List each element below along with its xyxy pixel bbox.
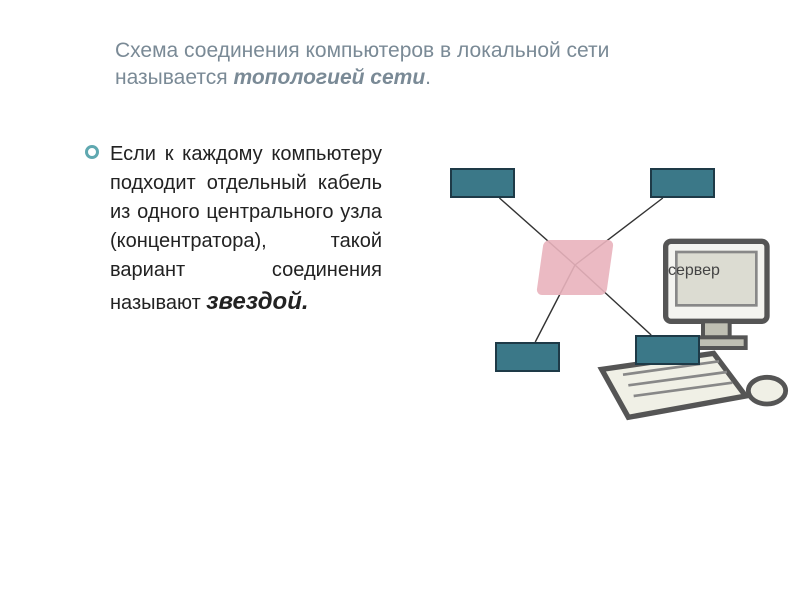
client-node bbox=[495, 342, 560, 372]
client-node bbox=[650, 168, 715, 198]
star-topology-diagram: сервер bbox=[420, 150, 750, 390]
body-paragraph: Если к каждому компьютеру подходит отдел… bbox=[110, 140, 382, 320]
slide-title: Схема соединения компьютеров в локальной… bbox=[115, 38, 685, 92]
server-node bbox=[530, 220, 620, 310]
server-label: сервер bbox=[668, 262, 720, 280]
slide: Схема соединения компьютеров в локальной… bbox=[0, 0, 800, 600]
client-node bbox=[450, 168, 515, 198]
client-node bbox=[635, 335, 700, 365]
body-emph: звездой. bbox=[206, 288, 308, 315]
title-emph: топологией сети bbox=[233, 66, 425, 89]
title-tail: . bbox=[425, 66, 431, 89]
bullet-icon bbox=[85, 145, 99, 159]
